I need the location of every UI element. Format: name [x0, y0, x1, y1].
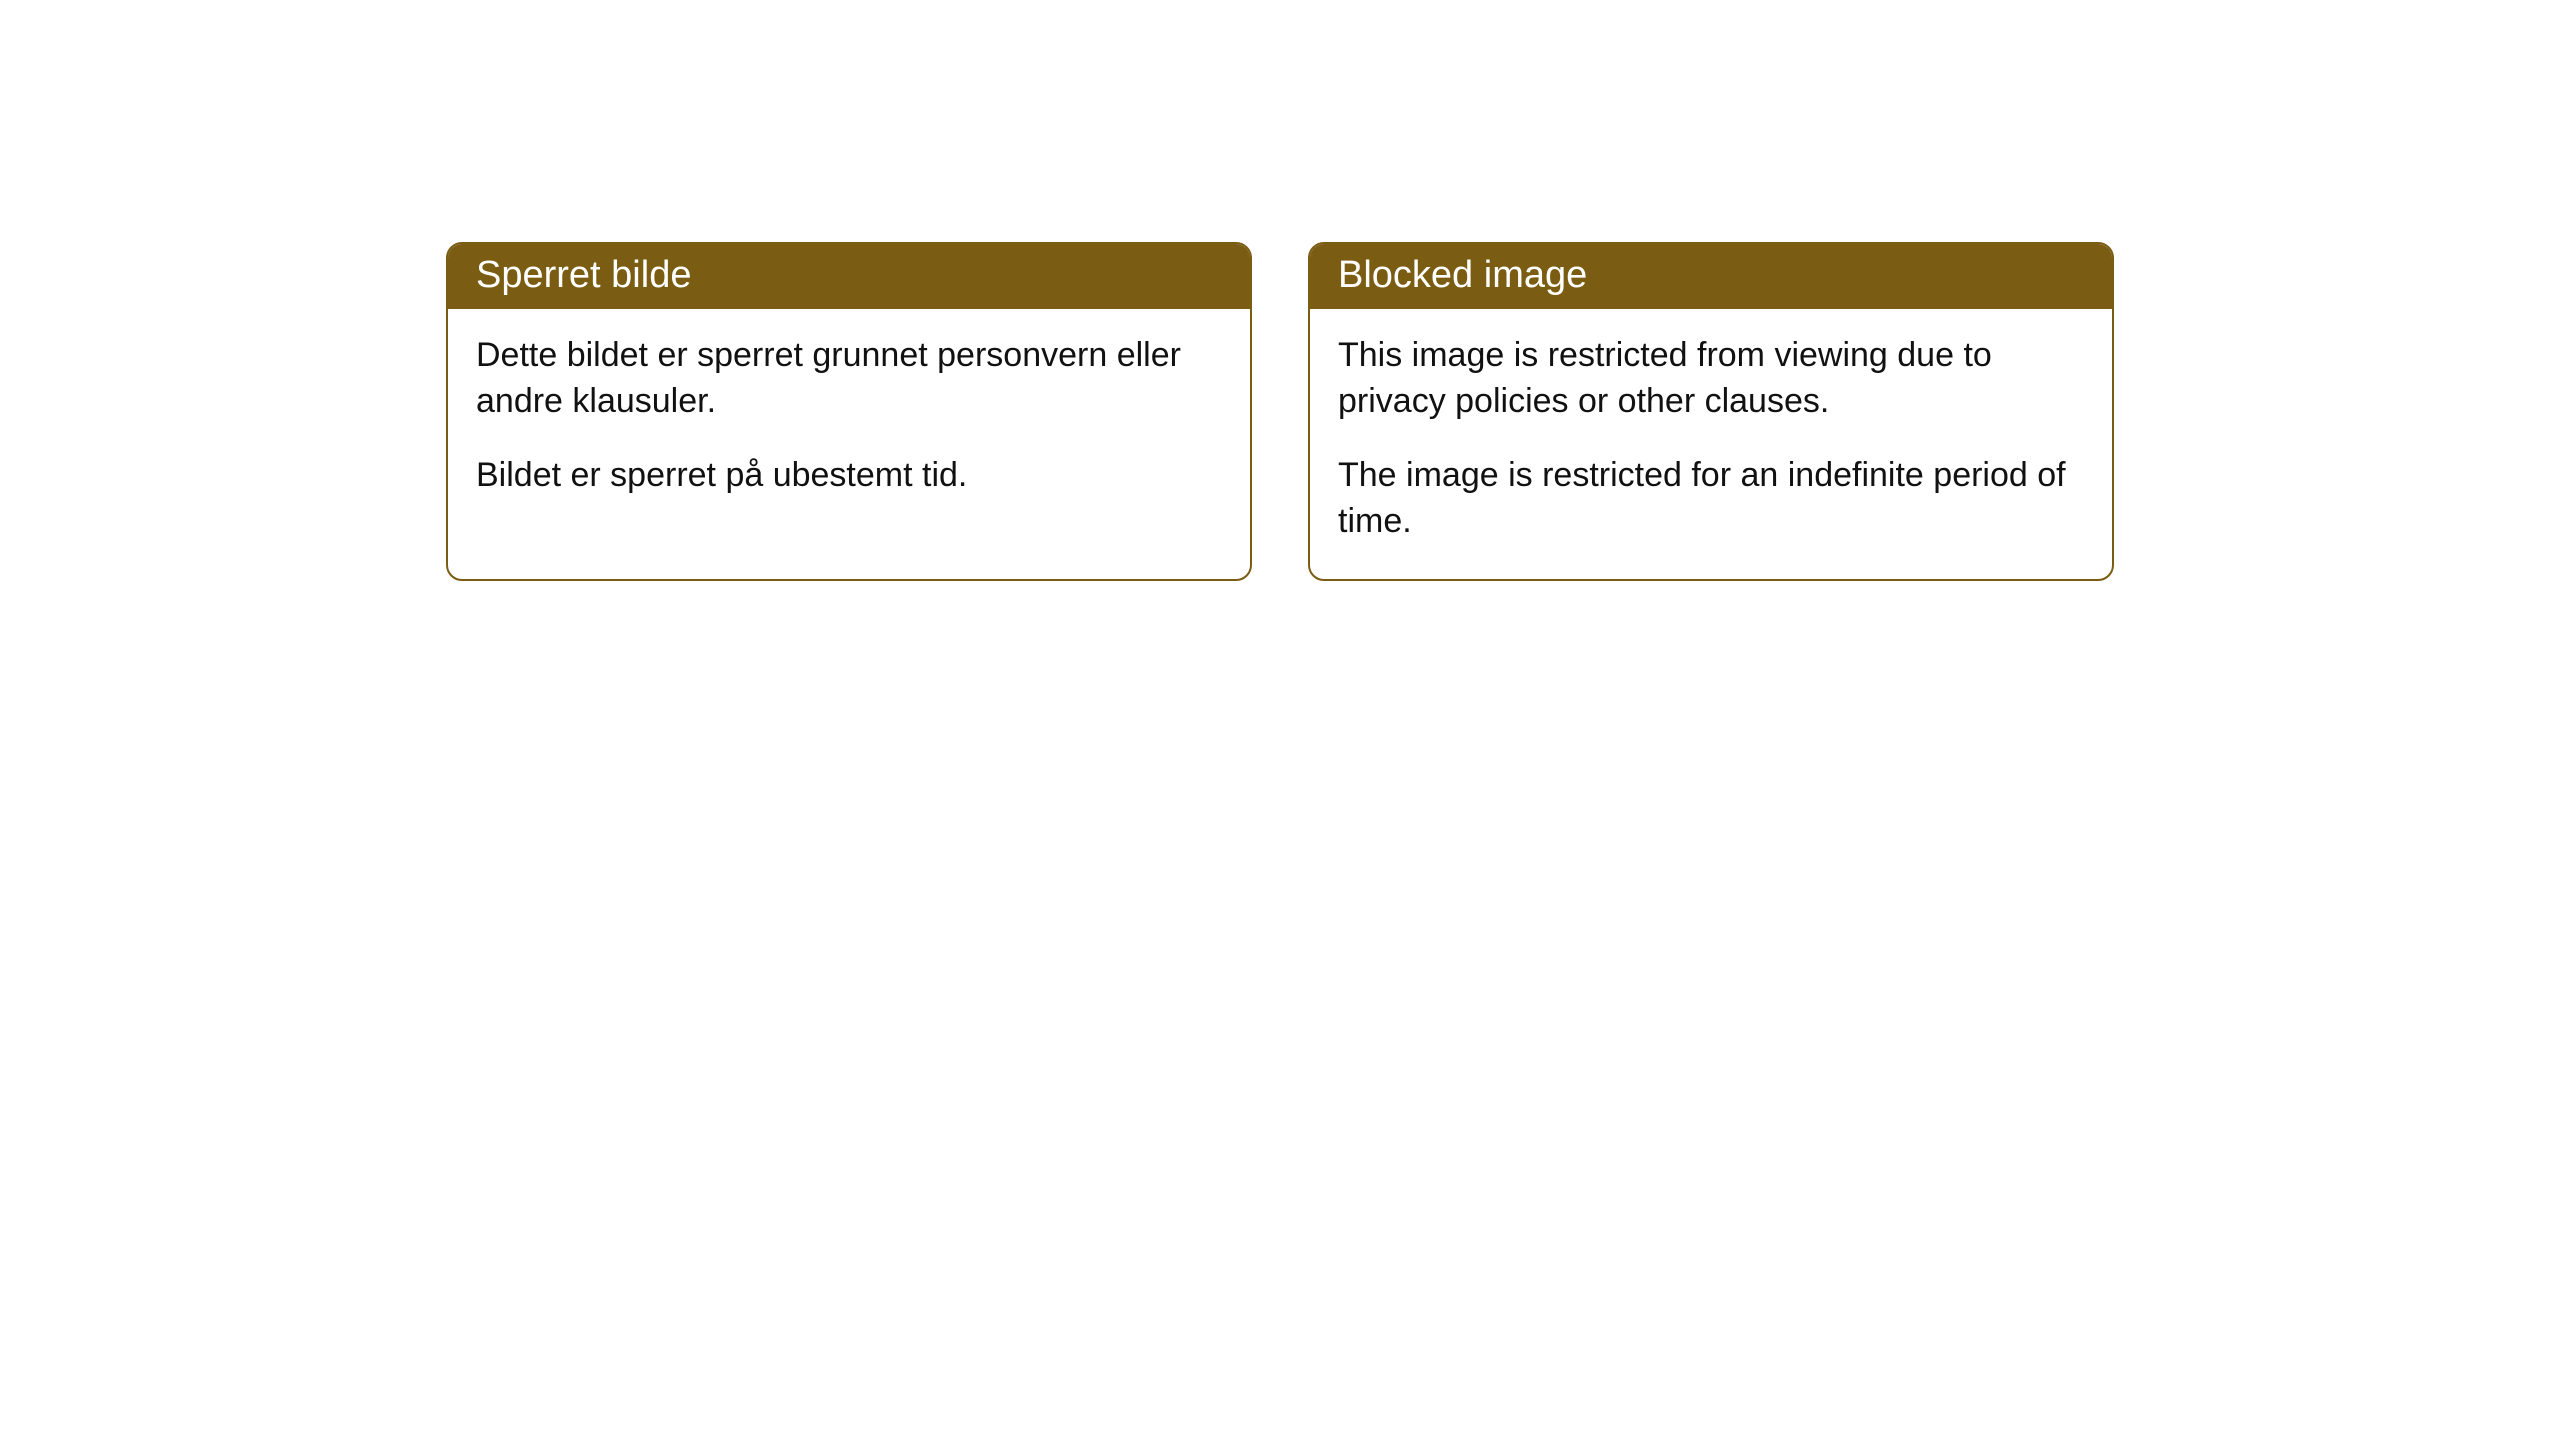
card-header-no: Sperret bilde [448, 244, 1250, 309]
card-body-p1-en: This image is restricted from viewing du… [1338, 333, 2084, 425]
card-body-p2-en: The image is restricted for an indefinit… [1338, 453, 2084, 545]
notice-container: Sperret bilde Dette bildet er sperret gr… [0, 242, 2560, 581]
card-header-en: Blocked image [1310, 244, 2112, 309]
card-title-en: Blocked image [1338, 254, 1587, 296]
card-body-p2-no: Bildet er sperret på ubestemt tid. [476, 453, 1222, 499]
card-body-en: This image is restricted from viewing du… [1310, 309, 2112, 579]
card-title-no: Sperret bilde [476, 254, 691, 296]
blocked-image-card-no: Sperret bilde Dette bildet er sperret gr… [446, 242, 1252, 581]
blocked-image-card-en: Blocked image This image is restricted f… [1308, 242, 2114, 581]
card-body-no: Dette bildet er sperret grunnet personve… [448, 309, 1250, 533]
card-body-p1-no: Dette bildet er sperret grunnet personve… [476, 333, 1222, 425]
